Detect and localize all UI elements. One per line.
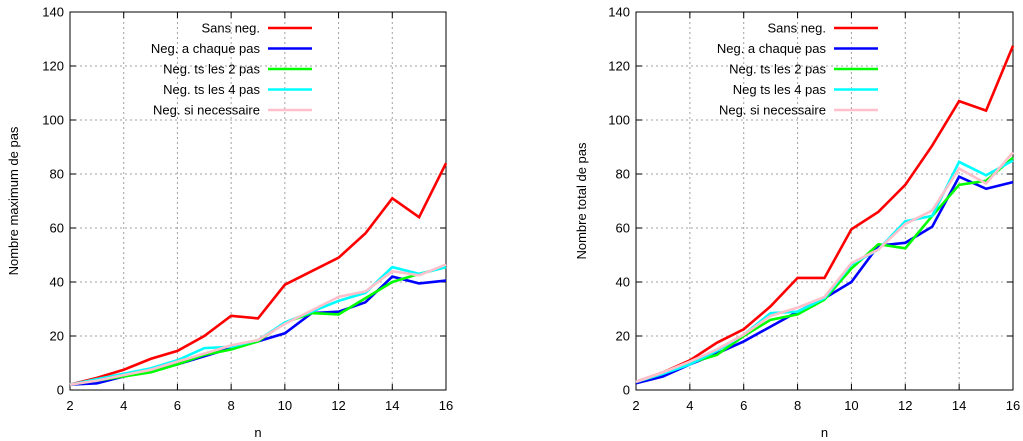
right-y-tick-label: 140 — [608, 5, 630, 20]
left-x-axis-label: n — [254, 425, 261, 440]
left-y-tick-label: 100 — [42, 113, 64, 128]
right-series-line-4 — [635, 159, 1014, 384]
right-y-tick-label: 40 — [616, 275, 630, 290]
left-legend-label-1: Sans neg. — [201, 21, 260, 36]
right-y-tick-label: 100 — [608, 113, 630, 128]
right-y-tick-label: 120 — [608, 59, 630, 74]
right-y-axis-label: Nombre total de pas — [574, 142, 589, 260]
left-legend-label-2: Neg. a chaque pas — [151, 41, 261, 56]
right-series-line-1 — [635, 45, 1015, 384]
left-series-line-3 — [69, 265, 447, 386]
right-series-line-3 — [635, 156, 1014, 384]
right-x-tick-label: 12 — [898, 398, 912, 413]
right-plot-frame — [635, 11, 1014, 391]
left-y-axis-label: Nombre maximum de pas — [6, 126, 21, 275]
right-y-tick-label: 80 — [616, 167, 630, 182]
left-y-tick-label: 120 — [42, 59, 64, 74]
right-x-tick-label: 8 — [794, 398, 801, 413]
left-y-tick-label: 20 — [50, 329, 64, 344]
left-y-tick-label: 80 — [50, 167, 64, 182]
left-y-tick-label: 60 — [50, 221, 64, 236]
right-x-tick-label: 6 — [740, 398, 747, 413]
left-x-tick-label: 14 — [385, 398, 399, 413]
left-x-tick-label: 4 — [120, 398, 127, 413]
left-plot-frame — [69, 11, 447, 391]
right-legend-label-1: Sans neg. — [767, 21, 826, 36]
right-x-tick-label: 2 — [632, 398, 639, 413]
left-legend-label-5: Neg. si necessaire — [153, 103, 260, 118]
left-legend-label-4: Neg. ts les 4 pas — [163, 82, 260, 97]
right-series-line-2 — [635, 175, 1014, 385]
left-x-tick-label: 2 — [66, 398, 73, 413]
left-x-tick-label: 10 — [278, 398, 292, 413]
right-legend-label-4: Neg ts les 4 pas — [733, 82, 827, 97]
right-x-tick-label: 16 — [1006, 398, 1020, 413]
right-y-tick-label: 20 — [616, 329, 630, 344]
right-x-tick-label: 4 — [686, 398, 693, 413]
right-series-line-5 — [635, 151, 1014, 384]
left-series-line-5 — [69, 263, 447, 386]
right-legend-label-2: Neg. a chaque pas — [717, 41, 827, 56]
left-x-tick-label: 16 — [439, 398, 453, 413]
right-y-tick-label: 60 — [616, 221, 630, 236]
right-legend-label-3: Neg. ts les 2 pas — [729, 62, 826, 77]
left-x-tick-label: 12 — [331, 398, 345, 413]
left-x-tick-label: 6 — [174, 398, 181, 413]
left-y-tick-label: 40 — [50, 275, 64, 290]
right-x-tick-label: 10 — [844, 398, 858, 413]
right-x-axis-label: n — [821, 425, 828, 440]
left-y-tick-label: 0 — [57, 383, 64, 398]
right-legend-label-5: Neg. si necessaire — [719, 103, 826, 118]
left-chart-group: 2 4 6 8 10 12 14 16 0 20 40 60 80 100 120 140 n Nombre ma… — [6, 5, 453, 441]
right-chart-group: 2 4 6 8 10 12 14 16 0 20 40 60 80 100 120 140 n Nombre to… — [574, 5, 1020, 441]
left-legend-label-3: Neg. ts les 2 pas — [163, 62, 260, 77]
left-series-line-1 — [69, 162, 448, 386]
right-x-tick-label: 14 — [952, 398, 966, 413]
left-y-tick-label: 140 — [42, 5, 64, 20]
right-y-tick-label: 0 — [623, 383, 630, 398]
left-x-tick-label: 8 — [228, 398, 235, 413]
